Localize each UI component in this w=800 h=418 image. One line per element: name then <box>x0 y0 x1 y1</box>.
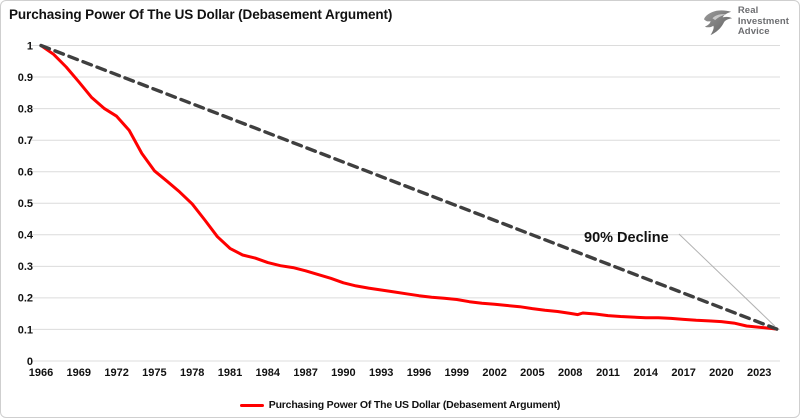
x-axis-tick-label: 1969 <box>67 367 91 379</box>
x-axis-tick-label: 1978 <box>180 367 204 379</box>
y-axis-tick-label: 1 <box>27 40 33 52</box>
x-axis-tick-label: 2008 <box>558 367 582 379</box>
x-axis-tick-label: 1975 <box>142 367 166 379</box>
x-axis-tick-label: 2014 <box>634 367 659 379</box>
purchasing-power-line <box>39 44 779 331</box>
legend: Purchasing Power Of The US Dollar (Debas… <box>1 399 799 411</box>
logo-line-3: Advice <box>737 26 770 38</box>
y-axis-tick-label: 0.5 <box>18 198 33 210</box>
x-axis-tick-label: 1993 <box>369 367 393 379</box>
x-axis-tick-label: 2023 <box>747 367 771 379</box>
logo-text: Real Investment Advice <box>738 6 789 38</box>
x-axis-tick-label: 2005 <box>520 367 544 379</box>
decline-dashed-line <box>39 43 779 331</box>
x-axis-tick-label: 1966 <box>29 367 53 379</box>
legend-label: Purchasing Power Of The US Dollar (Debas… <box>268 399 561 411</box>
logo-line-2: Investment <box>737 15 789 27</box>
x-axis-tick-label: 1984 <box>256 367 281 379</box>
y-axis-tick-label: 0.3 <box>18 261 33 273</box>
y-axis-tick-label: 0 <box>27 356 33 368</box>
y-axis-tick-label: 0.2 <box>18 293 33 305</box>
logo-line-1: Real <box>737 5 759 17</box>
y-axis-tick-label: 0.9 <box>18 72 33 84</box>
x-axis-tick-label: 1996 <box>407 367 431 379</box>
x-axis-tick-label: 1999 <box>445 367 469 379</box>
eagle-icon <box>703 10 732 36</box>
x-axis-tick-label: 2011 <box>596 367 620 379</box>
y-axis-tick-label: 0.1 <box>18 324 33 336</box>
y-axis-tick-label: 0.4 <box>18 230 34 242</box>
x-axis-tick-label: 1981 <box>218 367 242 379</box>
x-axis-tick-label: 2020 <box>709 367 733 379</box>
x-axis-tick-label: 2002 <box>482 367 506 379</box>
decline-annotation: 90% Decline <box>584 230 669 246</box>
y-axis-tick-label: 0.8 <box>18 103 33 115</box>
y-axis-tick-label: 0.7 <box>18 135 33 147</box>
legend-swatch-line <box>239 403 264 407</box>
x-axis-tick-label: 1972 <box>104 367 128 379</box>
x-axis-tick-label: 1990 <box>331 367 355 379</box>
x-axis-tick-label: 1987 <box>293 367 317 379</box>
chart-title: Purchasing Power Of The US Dollar (Debas… <box>9 7 393 22</box>
x-axis-tick-label: 2017 <box>671 367 695 379</box>
ria-logo: Real Investment Advice <box>703 6 789 38</box>
y-axis-tick-label: 0.6 <box>18 167 33 179</box>
annotation-leader-line <box>678 233 776 327</box>
